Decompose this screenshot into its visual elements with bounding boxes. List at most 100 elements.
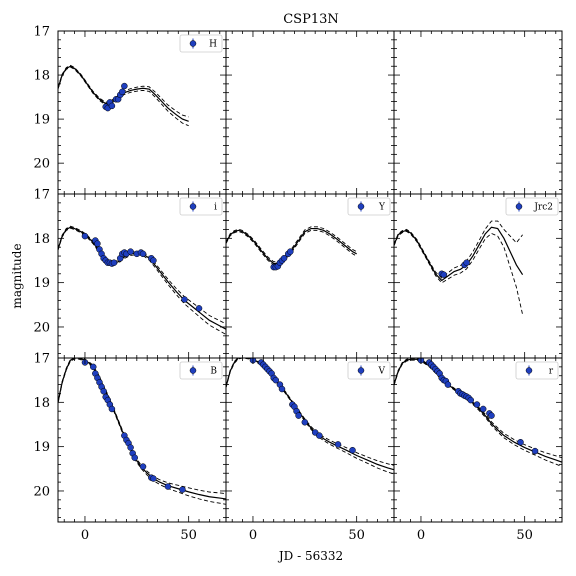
data-point-B-21 — [179, 487, 185, 493]
data-point-V-17 — [316, 433, 322, 439]
data-point-Jrc2-3 — [464, 260, 470, 266]
panel-i: 17 18 19 20 i — [33, 188, 226, 359]
legend-Jrc2: Jrc2 — [506, 198, 558, 215]
model-curve-i — [58, 227, 226, 329]
panel-plot-area — [394, 221, 523, 315]
data-point-B-20 — [165, 484, 171, 490]
legend-label: B — [210, 367, 217, 377]
panel-V: 0 50 V — [226, 356, 394, 543]
legend-marker — [516, 204, 522, 210]
panel-frame — [394, 31, 562, 194]
panel-frame — [58, 31, 226, 194]
data-point-H-3 — [109, 103, 115, 109]
x-axis-label: JD - 56332 — [277, 549, 343, 563]
x-tick-label: 0 — [249, 528, 257, 543]
data-point-B-16 — [132, 455, 138, 461]
legend-Y: Y — [348, 198, 390, 215]
panel-plot-area — [58, 226, 226, 334]
legend-marker — [358, 204, 364, 210]
data-point-H-8 — [121, 83, 127, 89]
data-point-i-18 — [140, 251, 146, 257]
panel-r: 0 50 r — [394, 357, 562, 543]
panel-frame — [394, 194, 562, 358]
panel-H: 17 18 19 20 H — [33, 25, 226, 195]
panel-frame — [226, 194, 394, 358]
data-point-i-0 — [82, 233, 88, 239]
panel-frame — [394, 358, 562, 522]
y-tick-label: 19 — [33, 440, 50, 455]
data-point-i-15 — [128, 249, 134, 255]
panel-frame — [226, 31, 394, 194]
data-point-B-6 — [101, 388, 107, 394]
y-tick-label: 20 — [33, 484, 50, 499]
panel-plot-area — [58, 65, 189, 125]
data-point-V-19 — [350, 447, 356, 453]
panel-Y: Y — [226, 194, 394, 358]
y-tick-label: 19 — [33, 276, 50, 291]
panel-frame — [226, 358, 394, 522]
data-point-r-19 — [480, 406, 486, 412]
y-tick-label: 17 — [33, 25, 50, 40]
legend-marker — [526, 368, 532, 374]
data-point-i-22 — [196, 305, 202, 311]
model-envelope-upper-H — [58, 67, 189, 126]
data-point-i-21 — [182, 296, 188, 302]
data-point-r-17 — [468, 397, 474, 403]
model-envelope-upper-Jrc2 — [394, 231, 523, 314]
data-point-H-7 — [119, 89, 125, 95]
data-point-r-23 — [532, 448, 538, 454]
legend-label: Jrc2 — [533, 203, 553, 213]
data-point-r-18 — [474, 402, 480, 408]
panel-empty-1 — [226, 31, 394, 194]
legend-marker — [190, 204, 196, 210]
data-point-V-10 — [279, 386, 285, 392]
model-envelope-lower-Y — [226, 227, 357, 262]
data-point-B-10 — [109, 406, 115, 412]
legend-label: V — [378, 367, 386, 377]
x-tick-label: 50 — [348, 528, 365, 543]
legend-H: H — [180, 35, 222, 52]
legend-marker — [358, 368, 364, 374]
model-envelope-upper-Y — [226, 230, 357, 265]
x-tick-label: 50 — [516, 528, 533, 543]
y-tick-label: 18 — [33, 232, 50, 247]
y-tick-label: 19 — [33, 113, 50, 128]
x-tick-label: 0 — [81, 528, 89, 543]
legend-V: V — [348, 362, 390, 379]
data-point-B-17 — [140, 464, 146, 470]
legend-label: H — [209, 40, 217, 50]
data-point-r-22 — [518, 439, 524, 445]
y-tick-label: 18 — [33, 69, 50, 84]
legend-label: r — [549, 367, 554, 377]
data-point-Jrc2-1 — [441, 272, 447, 278]
y-tick-label: 18 — [33, 396, 50, 411]
panel-frame — [58, 358, 226, 522]
data-point-i-20 — [150, 257, 156, 263]
model-curve-Y — [226, 229, 357, 264]
data-point-V-18 — [335, 441, 341, 447]
model-envelope-upper-B — [58, 359, 226, 504]
panel-frame — [58, 194, 226, 358]
model-envelope-lower-Jrc2 — [394, 221, 523, 278]
data-point-B-19 — [150, 476, 156, 482]
legend-B: B — [180, 362, 222, 379]
legend-label: i — [214, 203, 217, 213]
legend-i: i — [180, 198, 222, 215]
figure-title: CSP13N — [283, 12, 339, 27]
y-tick-label: 20 — [33, 157, 50, 172]
data-point-r-21 — [488, 413, 494, 419]
panel-Jrc2: Jrc2 — [394, 194, 562, 358]
panel-plot-area — [226, 227, 357, 270]
y-tick-label: 17 — [33, 188, 50, 203]
legend-marker — [190, 41, 196, 47]
x-tick-label: 50 — [180, 528, 197, 543]
data-point-V-14 — [296, 413, 302, 419]
legend-label: Y — [378, 203, 386, 213]
data-point-B-1 — [90, 364, 96, 370]
data-point-r-10 — [445, 382, 451, 388]
panel-B: 171819200 50B — [33, 352, 226, 544]
y-tick-label: 20 — [33, 320, 50, 335]
model-envelope-upper-i — [58, 228, 226, 334]
